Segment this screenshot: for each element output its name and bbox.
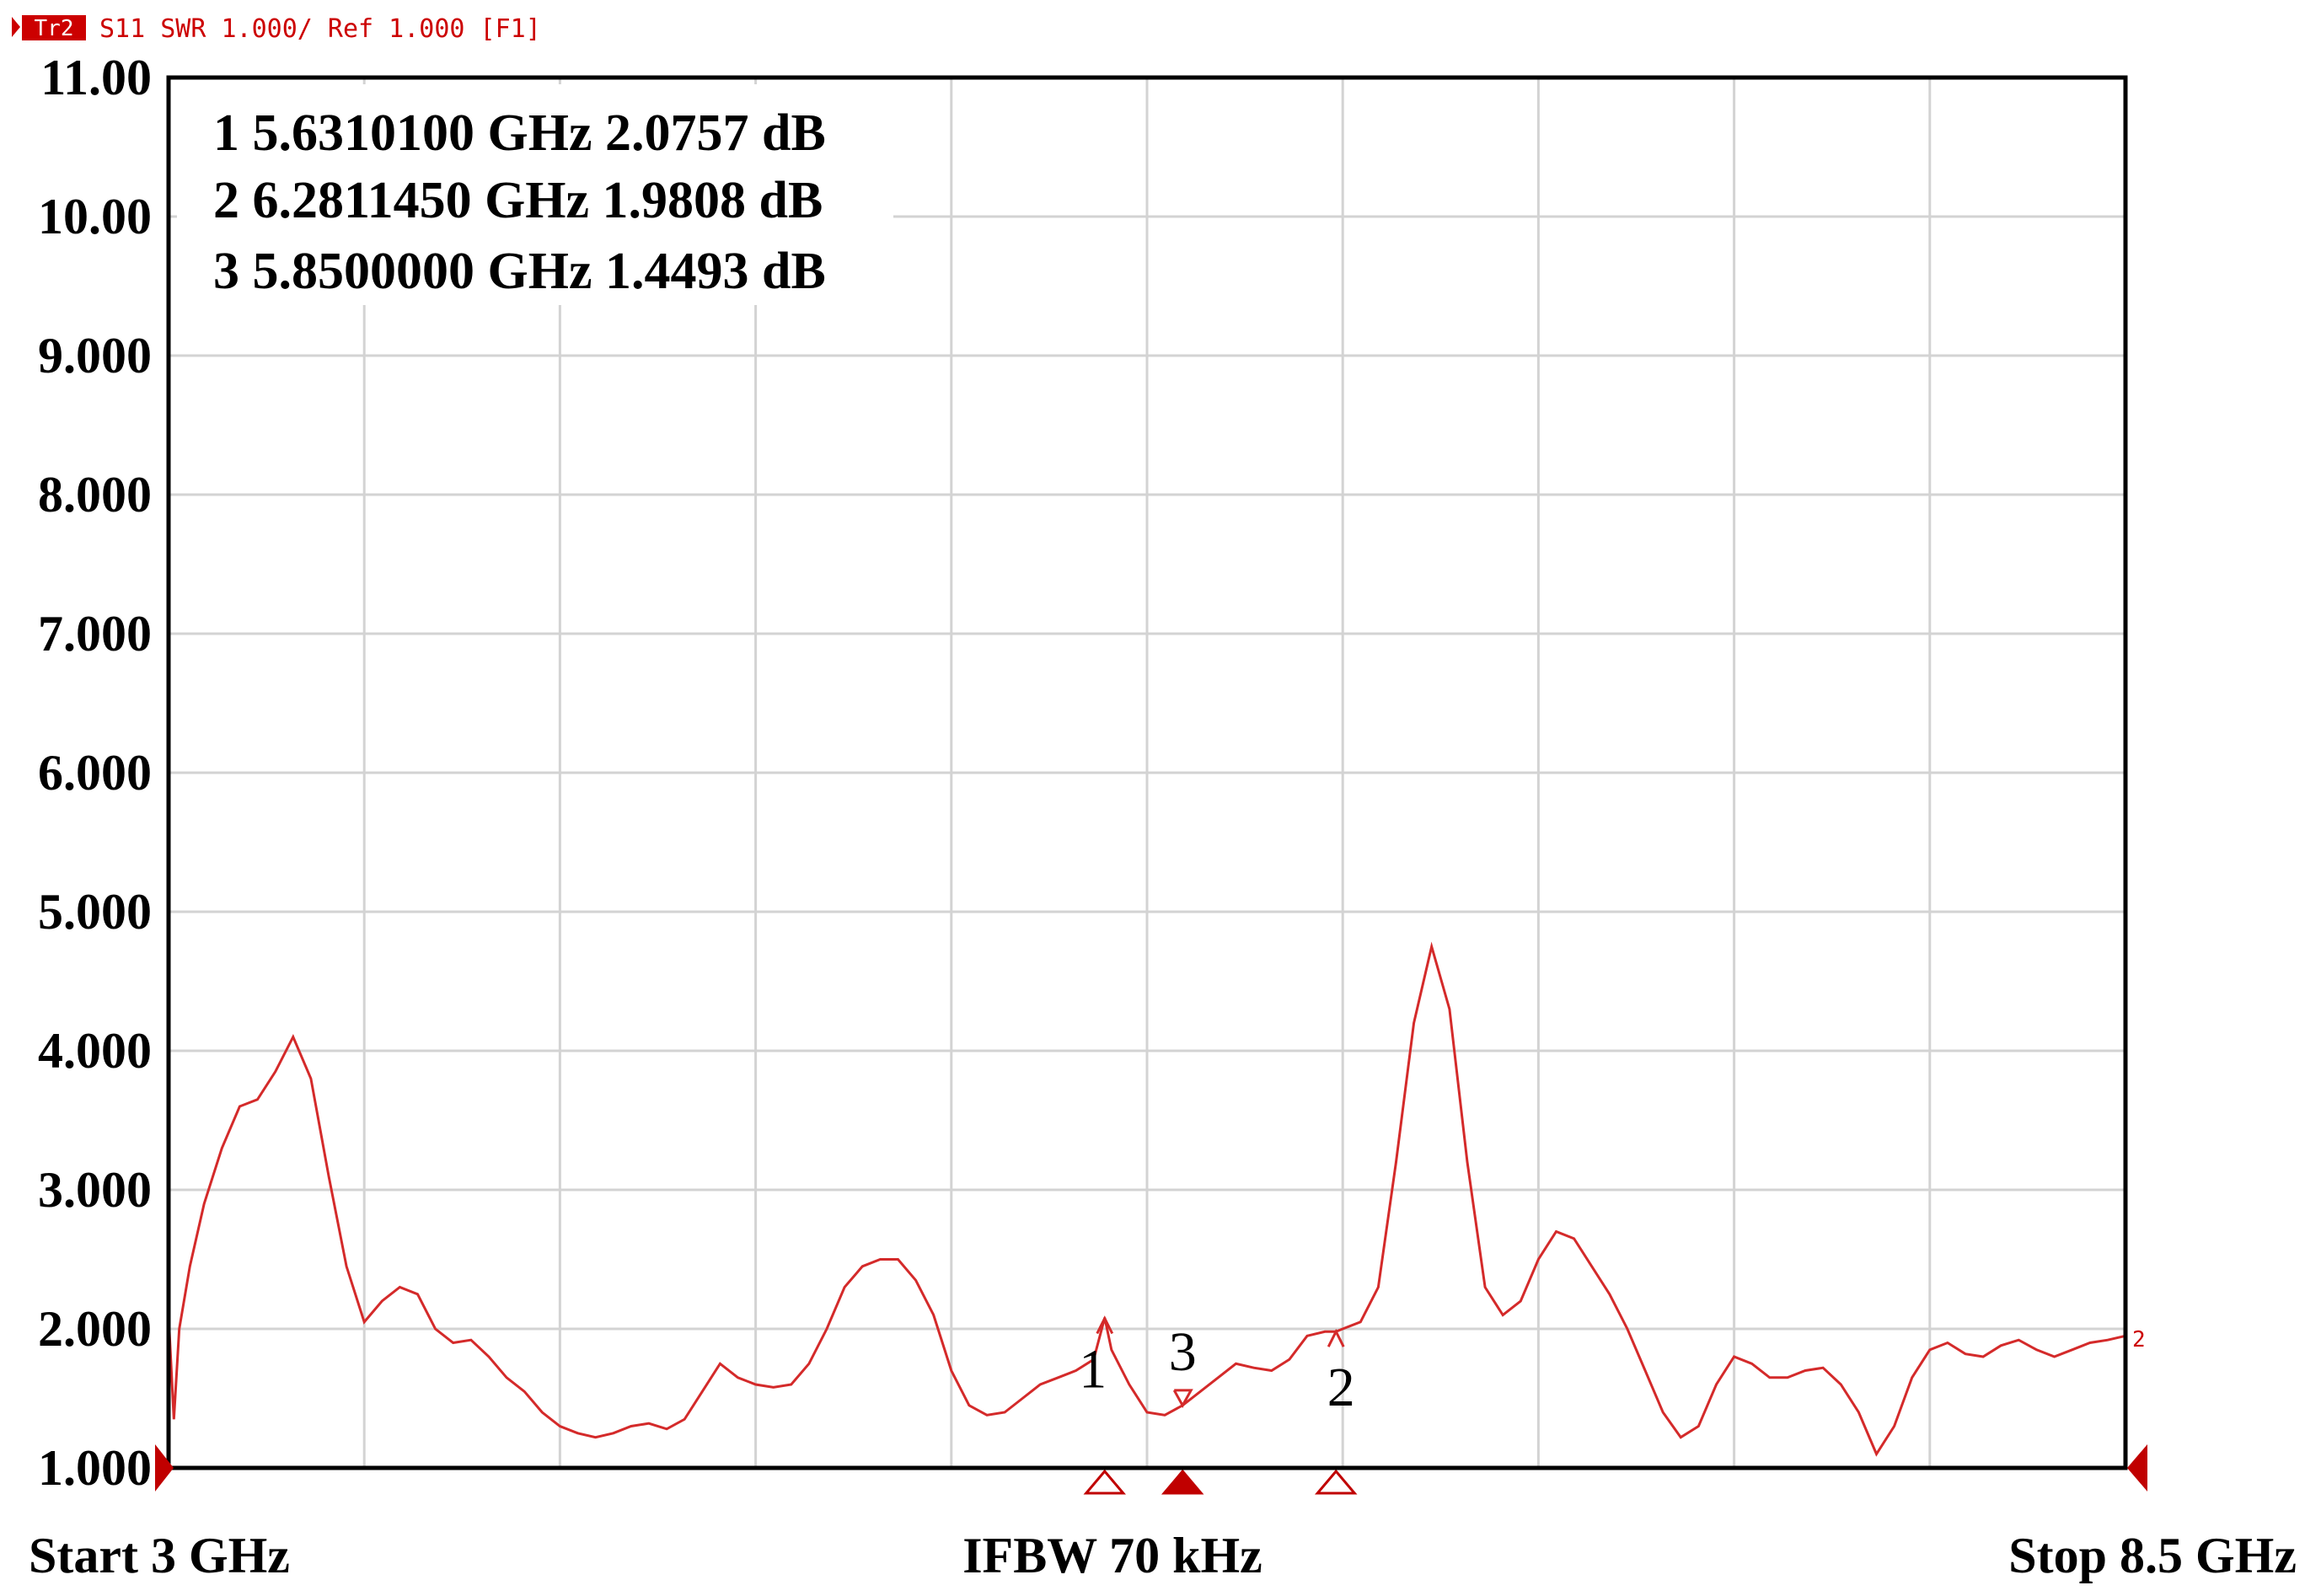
marker-2-label: 2 (1327, 1357, 1355, 1418)
reference-left-arrow-icon (155, 1444, 174, 1492)
y-tick-label: 8.000 (38, 467, 152, 522)
y-tick-label: 7.000 (38, 606, 152, 661)
y-tick-label: 2.000 (38, 1301, 152, 1357)
marker-2-bottom-icon[interactable] (1315, 1469, 1358, 1495)
trace-badge-bg[interactable] (22, 15, 86, 40)
marker-1-bottom-icon[interactable] (1083, 1469, 1126, 1495)
trace-badge[interactable]: Tr2 (35, 16, 74, 41)
grid (169, 78, 2125, 1468)
markers: 1 2 3 (1079, 1315, 1358, 1495)
y-tick-label: 10.00 (38, 189, 152, 244)
marker-readout-2: 2 6.2811450 GHz 1.9808 dB (213, 172, 823, 229)
marker-2[interactable]: 2 (1315, 1328, 1358, 1495)
stop-frequency: Stop 8.5 GHz (2008, 1528, 2297, 1583)
y-tick-label: 4.000 (38, 1023, 152, 1079)
trace-info: S11 SWR 1.000/ Ref 1.000 [F1] (99, 14, 541, 44)
readout-background (177, 84, 893, 305)
marker-readout-1: 1 5.6310100 GHz 2.0757 dB (213, 104, 826, 162)
y-tick-label: 5.000 (38, 884, 152, 940)
marker-2-indicator-icon (1327, 1328, 1345, 1347)
swr-trace-line (167, 941, 2126, 1457)
reference-right-arrow-icon (2127, 1444, 2147, 1492)
y-tick-label: 1.000 (38, 1440, 152, 1496)
marker-3-active-bottom-icon[interactable] (1161, 1469, 1204, 1495)
marker-3[interactable]: 3 (1161, 1321, 1204, 1495)
trace-active-arrow-icon (12, 17, 20, 37)
marker-3-indicator-icon (1172, 1389, 1193, 1408)
trace-header: Tr2 S11 SWR 1.000/ Ref 1.000 [F1] (12, 14, 541, 44)
y-tick-label: 9.000 (38, 328, 152, 383)
y-tick-label: 3.000 (38, 1162, 152, 1218)
trace-end-label: 2 (2132, 1327, 2146, 1352)
start-frequency: Start 3 GHz (29, 1528, 290, 1583)
marker-1-indicator-icon (1096, 1315, 1114, 1335)
marker-3-label: 3 (1169, 1321, 1197, 1383)
marker-1[interactable]: 1 (1079, 1315, 1126, 1495)
marker-readout-3: 3 5.8500000 GHz 1.4493 dB (213, 243, 826, 300)
y-tick-label: 11.00 (40, 50, 152, 105)
marker-1-label: 1 (1079, 1339, 1107, 1401)
y-tick-label: 6.000 (38, 745, 152, 801)
ifbw-label: IFBW 70 kHz (962, 1528, 1262, 1583)
marker-readout-box: 1 5.6310100 GHz 2.0757 dB 2 6.2811450 GH… (177, 84, 893, 305)
plot-frame (166, 75, 2128, 1470)
y-axis-ticks: 1.000 2.000 3.000 4.000 5.000 6.000 7.000 8.000… (38, 50, 152, 1496)
